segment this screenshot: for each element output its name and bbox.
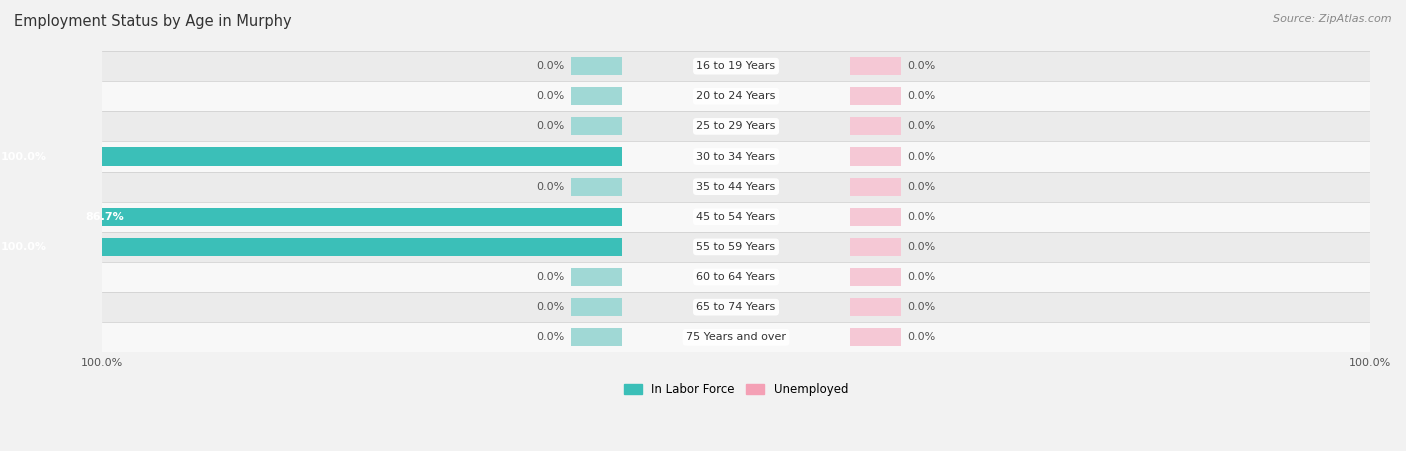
- Text: 0.0%: 0.0%: [907, 242, 935, 252]
- Bar: [851, 298, 901, 316]
- Text: 0.0%: 0.0%: [537, 91, 565, 101]
- Bar: [0, 238, 621, 256]
- Text: 0.0%: 0.0%: [907, 302, 935, 312]
- Text: 75 Years and over: 75 Years and over: [686, 332, 786, 342]
- Text: 100.0%: 100.0%: [1, 242, 46, 252]
- Bar: [851, 87, 901, 105]
- Text: 0.0%: 0.0%: [907, 121, 935, 131]
- Bar: [0, 147, 621, 166]
- Bar: [851, 268, 901, 286]
- Text: 0.0%: 0.0%: [907, 61, 935, 71]
- Text: 0.0%: 0.0%: [537, 302, 565, 312]
- Text: Employment Status by Age in Murphy: Employment Status by Age in Murphy: [14, 14, 291, 28]
- Text: Source: ZipAtlas.com: Source: ZipAtlas.com: [1274, 14, 1392, 23]
- Bar: [851, 147, 901, 166]
- Bar: [851, 117, 901, 135]
- Text: 0.0%: 0.0%: [907, 91, 935, 101]
- Bar: [571, 57, 621, 75]
- Bar: [571, 328, 621, 346]
- Text: 0.0%: 0.0%: [907, 212, 935, 222]
- Bar: [851, 178, 901, 196]
- Legend: In Labor Force, Unemployed: In Labor Force, Unemployed: [619, 378, 853, 400]
- Bar: [103, 262, 1369, 292]
- Bar: [103, 292, 1369, 322]
- Bar: [103, 111, 1369, 142]
- Text: 25 to 29 Years: 25 to 29 Years: [696, 121, 776, 131]
- Bar: [103, 232, 1369, 262]
- Text: 0.0%: 0.0%: [537, 61, 565, 71]
- Text: 0.0%: 0.0%: [907, 152, 935, 161]
- Text: 0.0%: 0.0%: [537, 182, 565, 192]
- Text: 0.0%: 0.0%: [537, 272, 565, 282]
- Bar: [103, 171, 1369, 202]
- Text: 0.0%: 0.0%: [907, 272, 935, 282]
- Bar: [571, 178, 621, 196]
- Text: 30 to 34 Years: 30 to 34 Years: [696, 152, 776, 161]
- Bar: [851, 238, 901, 256]
- Text: 65 to 74 Years: 65 to 74 Years: [696, 302, 776, 312]
- Bar: [571, 298, 621, 316]
- Text: 100.0%: 100.0%: [1, 152, 46, 161]
- Text: 45 to 54 Years: 45 to 54 Years: [696, 212, 776, 222]
- Text: 86.7%: 86.7%: [84, 212, 124, 222]
- Text: 16 to 19 Years: 16 to 19 Years: [696, 61, 776, 71]
- Text: 0.0%: 0.0%: [537, 332, 565, 342]
- Bar: [103, 322, 1369, 352]
- Text: 0.0%: 0.0%: [907, 182, 935, 192]
- Bar: [851, 328, 901, 346]
- Bar: [103, 202, 1369, 232]
- Bar: [571, 87, 621, 105]
- Bar: [851, 208, 901, 226]
- Bar: [103, 51, 1369, 81]
- Text: 20 to 24 Years: 20 to 24 Years: [696, 91, 776, 101]
- Bar: [103, 142, 1369, 171]
- Text: 55 to 59 Years: 55 to 59 Years: [696, 242, 776, 252]
- Text: 60 to 64 Years: 60 to 64 Years: [696, 272, 776, 282]
- Bar: [571, 117, 621, 135]
- Text: 35 to 44 Years: 35 to 44 Years: [696, 182, 776, 192]
- Bar: [72, 208, 621, 226]
- Text: 0.0%: 0.0%: [907, 332, 935, 342]
- Bar: [851, 57, 901, 75]
- Text: 0.0%: 0.0%: [537, 121, 565, 131]
- Bar: [103, 81, 1369, 111]
- Bar: [571, 268, 621, 286]
